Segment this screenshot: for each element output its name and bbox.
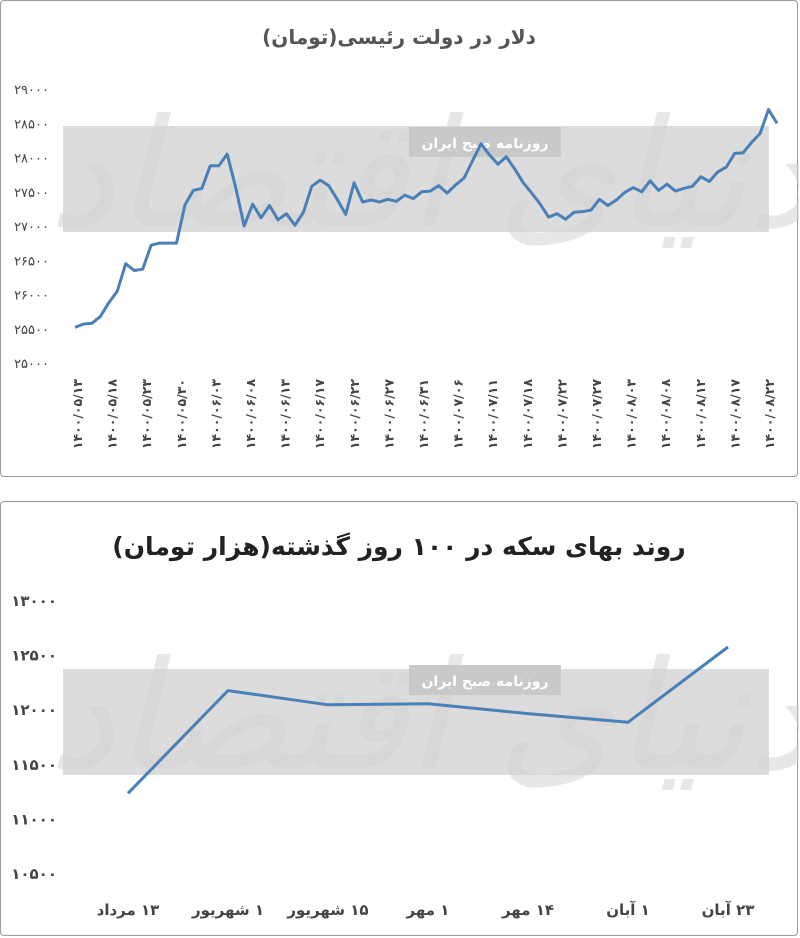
x-tick-label: ۱۴۰۰/۰۵/۲۳ <box>139 379 154 450</box>
x-tick-label: ۱۴۰۰/۰۵/۱۸ <box>105 379 120 450</box>
x-tick-label: ۱۴۰۰/۰۶/۲۷ <box>381 379 396 450</box>
x-tick-label: ۱۴۰۰/۰۶/۱۷ <box>312 379 327 450</box>
x-tick-label: ۱۴۰۰/۰۷/۲۷ <box>589 379 604 450</box>
y-tick-label: ۱۲۵۰۰ <box>11 647 57 665</box>
x-tick-label: ۱۴۰۰/۰۸/۱۷ <box>727 379 742 450</box>
y-tick-label: ۲۵۵۰۰ <box>14 323 49 338</box>
y-tick-label: ۲۸۰۰۰ <box>14 152 49 167</box>
watermark-logo: دنیای اقتصاد <box>48 630 799 804</box>
x-tick-label: ۱۴۰۰/۰۷/۲۲ <box>554 379 569 450</box>
y-tick-label: ۲۷۵۰۰ <box>14 186 49 201</box>
coin-chart-panel: روند بهای سکه در ۱۰۰ روز گذشته(هزار توما… <box>0 501 799 936</box>
x-tick-label: ۱۴۰۰/۰۶/۲۲ <box>347 379 362 450</box>
x-tick-label: ۱۴۰۰/۰۷/۱۱ <box>485 379 500 449</box>
x-tick-label: ۱۴۰۰/۰۶/۰۸ <box>243 379 258 450</box>
watermark-label-box <box>409 665 561 695</box>
watermark-label: روزنامه صبح ایران <box>421 136 548 152</box>
y-tick-label: ۱۰۵۰۰ <box>11 865 57 883</box>
x-tick-label: ۱۵ شهریور <box>286 901 368 919</box>
x-tick-label: ۱۴ مهر <box>501 901 554 919</box>
dollar-chart-panel: دلار در دولت رئیسی(تومان) دنیای اقتصاد ر… <box>0 0 799 477</box>
y-tick-label: ۲۹۰۰۰ <box>14 83 49 98</box>
watermark-label-box <box>409 127 561 157</box>
x-tick-label: ۱۴۰۰/۰۷/۱۸ <box>520 379 535 450</box>
watermark-logo: دنیای اقتصاد <box>48 88 799 262</box>
y-tick-label: ۲۶۵۰۰ <box>14 254 49 269</box>
x-tick-label: ۱۴۰۰/۰۵/۱۳ <box>70 379 85 450</box>
x-tick-label: ۱۴۰۰/۰۸/۱۲ <box>693 379 708 450</box>
x-tick-label: ۲۳ آبان <box>702 901 755 919</box>
y-tick-label: ۲۷۰۰۰ <box>14 220 49 235</box>
dollar-chart-svg: دنیای اقتصاد روزنامه صبح ایران ۲۵۰۰۰ ۲۵۵۰… <box>14 83 799 450</box>
x-tick-label: ۱۴۰۰/۰۶/۱۳ <box>278 379 293 450</box>
x-tick-label: ۱۴۰۰/۰۸/۲۲ <box>762 379 777 450</box>
x-tick-label: ۱ مهر <box>406 901 450 919</box>
x-tick-label: ۱ آبان <box>606 901 650 919</box>
x-tick-label: ۱۴۰۰/۰۶/۰۳ <box>208 379 223 450</box>
coin-series-line <box>126 645 729 795</box>
y-tick-label: ۲۸۵۰۰ <box>14 117 49 132</box>
x-tick-label: ۱ شهریور <box>191 901 264 919</box>
dollar-chart-title: دلار در دولت رئیسی(تومان) <box>262 25 536 49</box>
coin-chart-title: روند بهای سکه در ۱۰۰ روز گذشته(هزار توما… <box>112 532 686 561</box>
x-tick-label: ۱۴۰۰/۰۸/۰۸ <box>658 379 673 450</box>
watermark-label: روزنامه صبح ایران <box>421 674 548 690</box>
y-tick-label: ۱۱۰۰۰ <box>11 810 57 828</box>
y-tick-label: ۱۱۵۰۰ <box>11 756 57 774</box>
y-tick-label: ۲۵۰۰۰ <box>14 357 49 372</box>
x-tick-label: ۱۴۰۰/۰۸/۰۳ <box>624 379 639 450</box>
x-tick-label: ۱۴۰۰/۰۵/۳۰ <box>174 379 189 449</box>
y-tick-label: ۱۲۰۰۰ <box>11 701 57 719</box>
x-tick-label: ۱۳ مرداد <box>97 901 160 919</box>
y-tick-label: ۱۳۰۰۰ <box>11 592 57 610</box>
y-tick-label: ۲۶۰۰۰ <box>14 289 49 304</box>
x-tick-label: ۱۴۰۰/۰۷/۰۶ <box>451 379 466 449</box>
dollar-series-line <box>74 108 779 329</box>
coin-chart-svg: دنیای اقتصاد روزنامه صبح ایران ۱۰۵۰۰ ۱۱۰۰… <box>11 592 799 919</box>
x-tick-label: ۱۴۰۰/۰۶/۳۱ <box>416 379 431 449</box>
